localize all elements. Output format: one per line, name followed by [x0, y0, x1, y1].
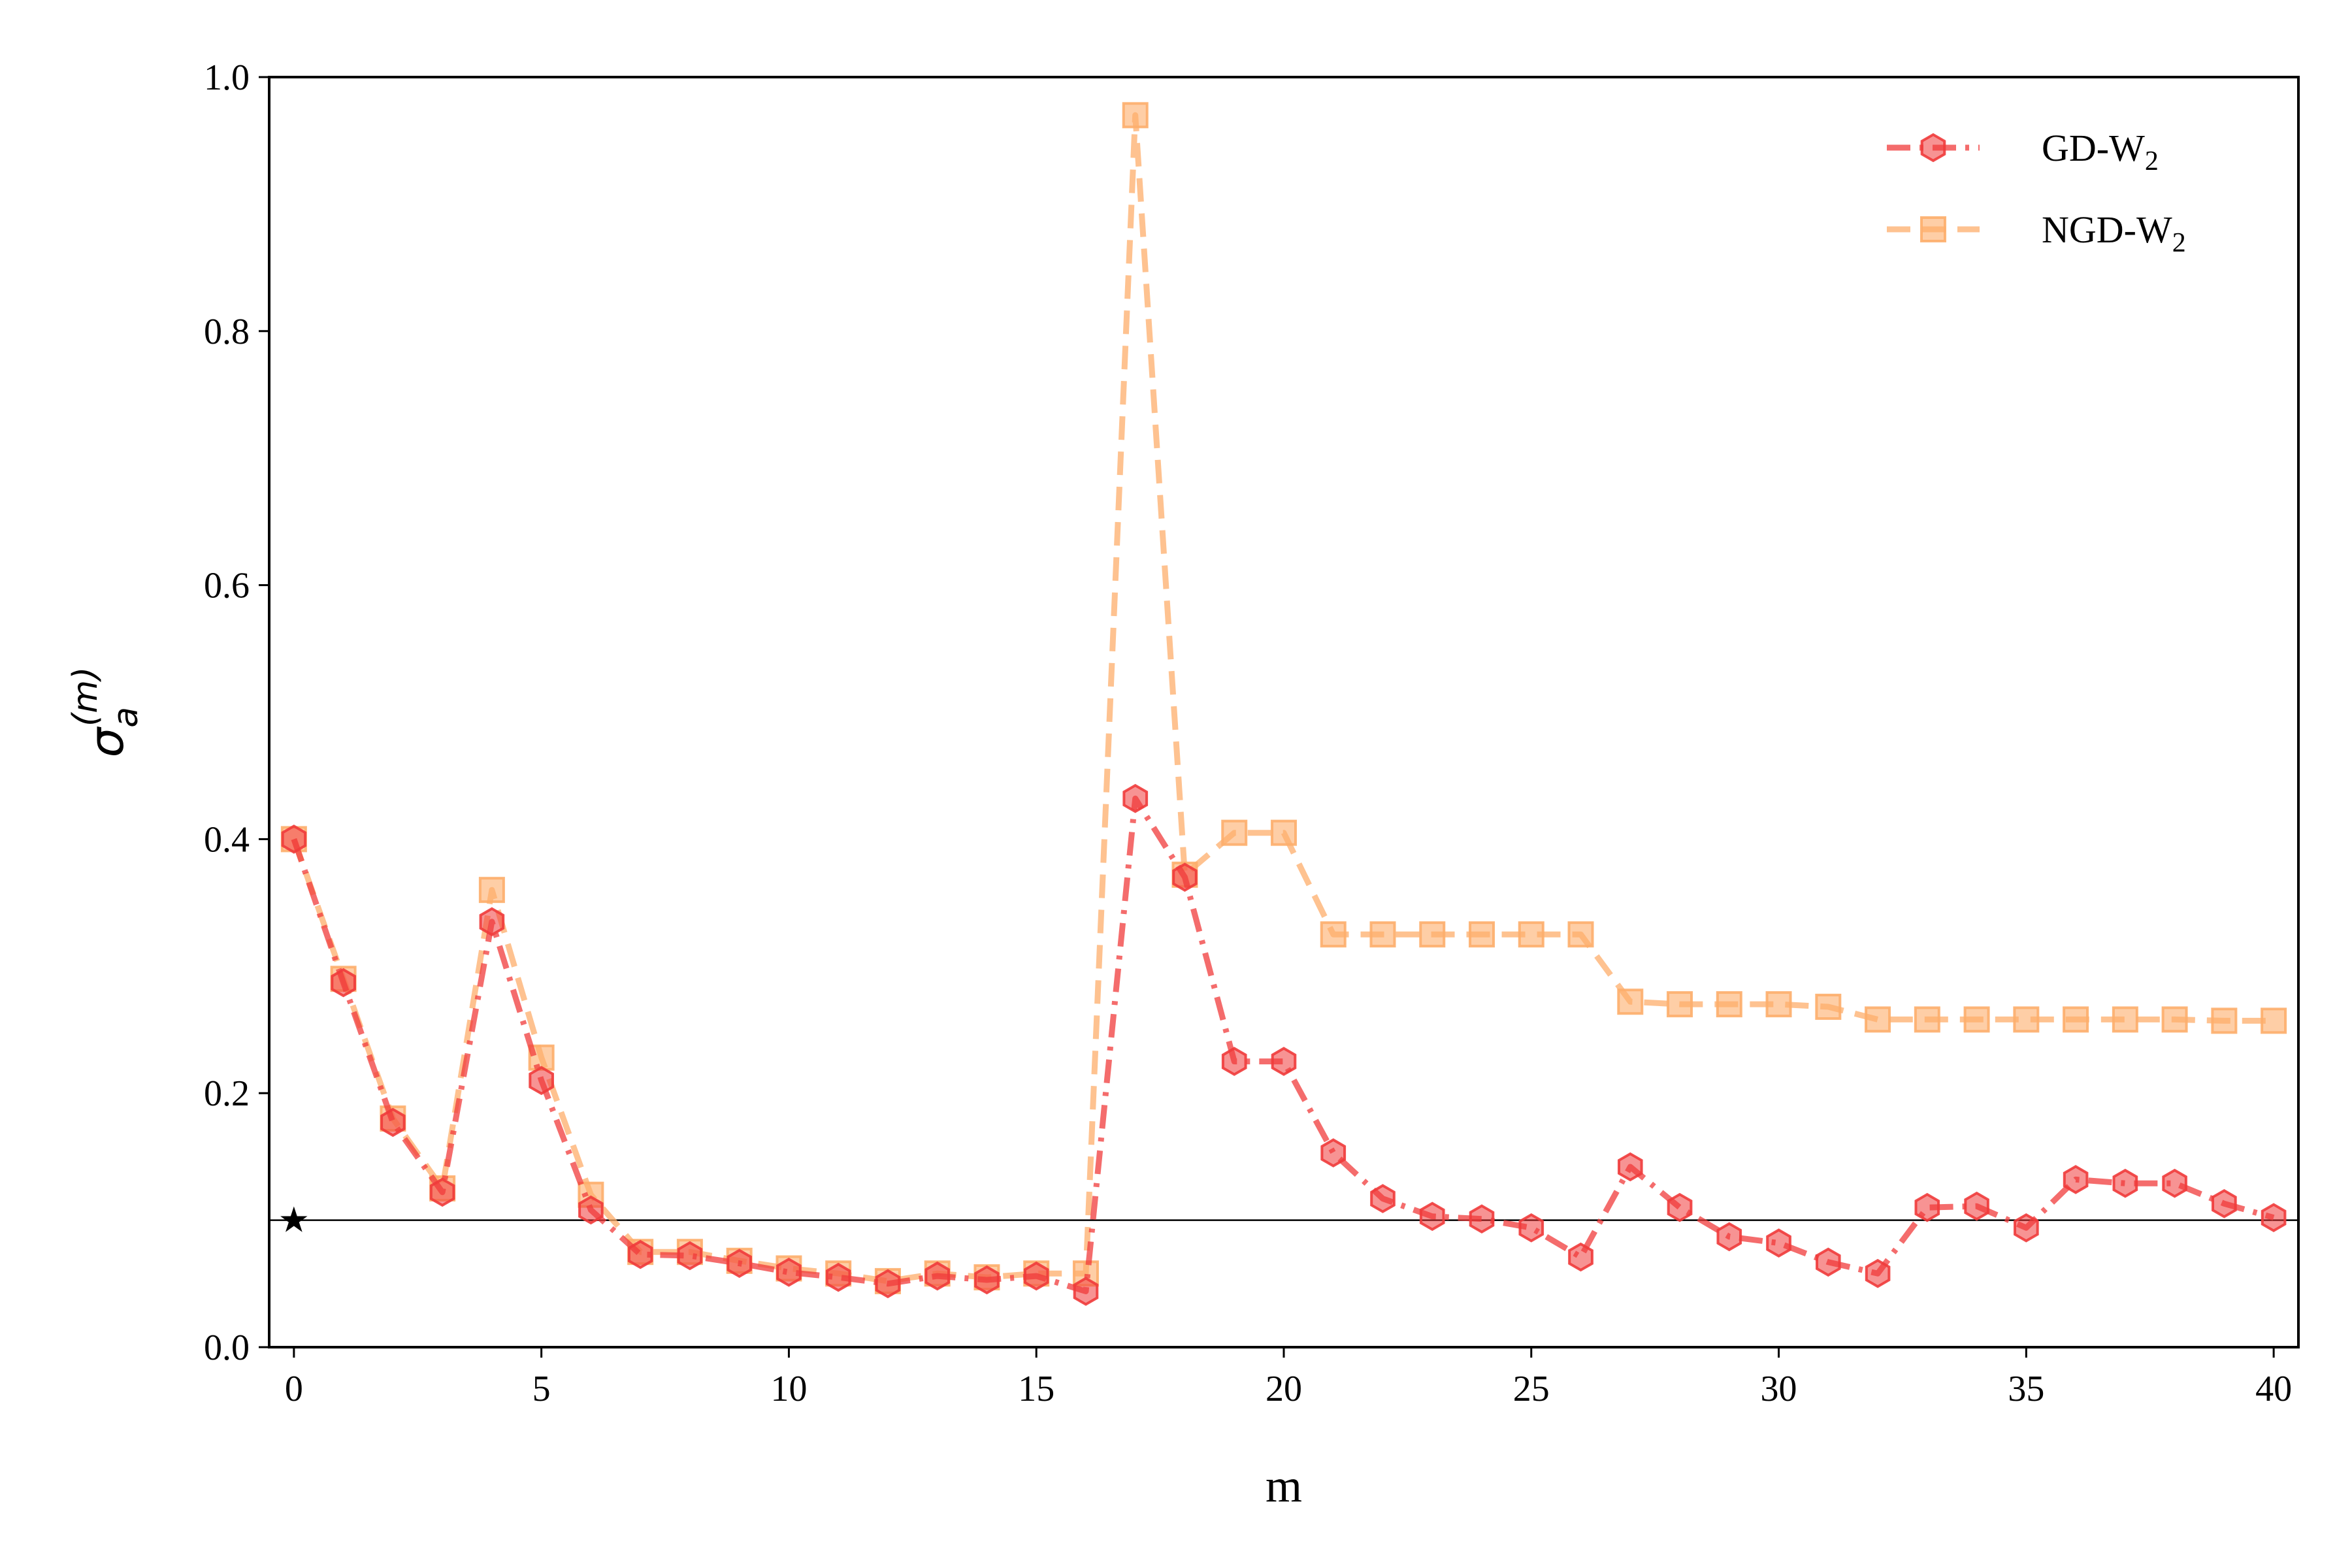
- legend-label: GD-W2: [2042, 127, 2159, 176]
- data-point: [2014, 1213, 2039, 1243]
- data-point: [1370, 1184, 1396, 1213]
- data-point: [1320, 921, 1347, 948]
- y-tick-label: 0.2: [204, 1073, 250, 1114]
- series-line: [291, 795, 2275, 1294]
- y-axis-label-superscript: (m): [66, 667, 105, 727]
- data-point: [1419, 921, 1446, 948]
- data-point: [1914, 1192, 1940, 1222]
- data-point: [578, 1195, 604, 1225]
- data-point: [1816, 1247, 1841, 1277]
- data-point: [2261, 1203, 2287, 1233]
- x-tick-label: 20: [1266, 1369, 1302, 1409]
- data-point: [2212, 1188, 2237, 1218]
- data-point: [1815, 994, 1842, 1021]
- data-point: [2162, 1168, 2187, 1198]
- x-tick-label: 10: [770, 1369, 807, 1409]
- x-tick-label: 5: [532, 1369, 551, 1409]
- data-point: [627, 1239, 653, 1269]
- data-point: [380, 1107, 406, 1137]
- x-tick-label: 40: [2255, 1369, 2292, 1409]
- data-point: [825, 1262, 851, 1292]
- x-tick-label: 30: [1761, 1369, 1797, 1409]
- legend-marker: [1920, 216, 1946, 242]
- data-point: [1865, 1258, 1891, 1288]
- data-point: [1667, 991, 1693, 1018]
- data-point: [1419, 1201, 1445, 1232]
- data-point: [1122, 783, 1149, 813]
- data-point: [2161, 1006, 2188, 1033]
- data-point: [2063, 1165, 2089, 1194]
- data-point: [727, 1249, 752, 1279]
- data-point: [776, 1257, 802, 1287]
- data-point: [529, 1066, 554, 1096]
- data-point: [1667, 1192, 1693, 1222]
- plot-area: ★: [269, 102, 2298, 1306]
- series-ngd-w2: [280, 102, 2287, 1294]
- data-point: [2261, 1007, 2287, 1034]
- data-point: [1172, 862, 1198, 892]
- legend: GD-W2 NGD-W2: [1887, 127, 2186, 258]
- data-point: [1023, 1261, 1049, 1291]
- y-tick-label: 0.8: [204, 312, 250, 352]
- data-point: [331, 968, 356, 998]
- data-point: [1518, 1213, 1544, 1243]
- data-point: [1469, 921, 1495, 948]
- data-point: [1221, 1047, 1247, 1076]
- data-point: [1221, 819, 1248, 846]
- x-tick-label: 0: [285, 1369, 303, 1409]
- data-point: [1765, 991, 1792, 1018]
- data-point: [1518, 921, 1544, 948]
- data-point: [478, 877, 505, 904]
- legend-marker: [1920, 133, 1946, 163]
- data-point: [1320, 1138, 1347, 1168]
- y-tick-label: 0.6: [204, 566, 250, 606]
- data-point: [1963, 1006, 1990, 1033]
- data-point: [1369, 921, 1396, 948]
- series-gd-w2: [281, 783, 2287, 1306]
- reference-star-marker: ★: [278, 1200, 310, 1241]
- data-point: [1271, 1047, 1297, 1076]
- data-point: [2112, 1168, 2138, 1198]
- data-point: [1716, 1222, 1742, 1252]
- data-point: [1617, 988, 1644, 1015]
- data-point: [1766, 1228, 1791, 1258]
- data-point: [2013, 1006, 2040, 1033]
- axes-frame: [268, 76, 2300, 1348]
- x-tick-label: 15: [1018, 1369, 1054, 1409]
- data-point: [1865, 1006, 1891, 1033]
- x-axis-ticks: 0 5 10 15 20 25 30 35 40: [285, 1347, 2292, 1409]
- data-point: [429, 1177, 455, 1207]
- y-axis-label-main: σ: [79, 726, 134, 757]
- data-point: [479, 907, 505, 937]
- y-tick-label: 1.0: [204, 57, 250, 98]
- data-point: [1469, 1204, 1495, 1234]
- x-tick-label: 25: [1513, 1369, 1550, 1409]
- data-point: [1618, 1152, 1643, 1182]
- y-tick-label: 0.0: [204, 1328, 250, 1368]
- data-point: [1271, 819, 1297, 846]
- data-point: [974, 1265, 1000, 1295]
- data-point: [281, 825, 307, 854]
- y-axis-ticks: 0.0 0.2 0.4 0.6 0.8 1.0: [204, 57, 269, 1368]
- data-point: [875, 1269, 901, 1299]
- data-point: [677, 1241, 703, 1271]
- legend-label: NGD-W2: [2042, 208, 2186, 258]
- data-point: [1122, 102, 1149, 129]
- data-point: [2211, 1007, 2238, 1034]
- data-point: [924, 1261, 950, 1291]
- y-axis-label: σa(m): [66, 667, 146, 758]
- data-point: [1567, 921, 1594, 948]
- data-point: [1568, 1242, 1593, 1272]
- y-axis-label-subscript: a: [106, 707, 146, 728]
- data-point: [1073, 1277, 1099, 1306]
- data-point: [1964, 1191, 1989, 1221]
- data-point: [2063, 1006, 2089, 1033]
- data-point: [2112, 1006, 2138, 1033]
- data-point: [1716, 991, 1742, 1018]
- x-axis-label: m: [1266, 1460, 1302, 1512]
- y-tick-label: 0.4: [204, 819, 250, 860]
- x-tick-label: 35: [2008, 1369, 2044, 1409]
- data-point: [1914, 1006, 1940, 1033]
